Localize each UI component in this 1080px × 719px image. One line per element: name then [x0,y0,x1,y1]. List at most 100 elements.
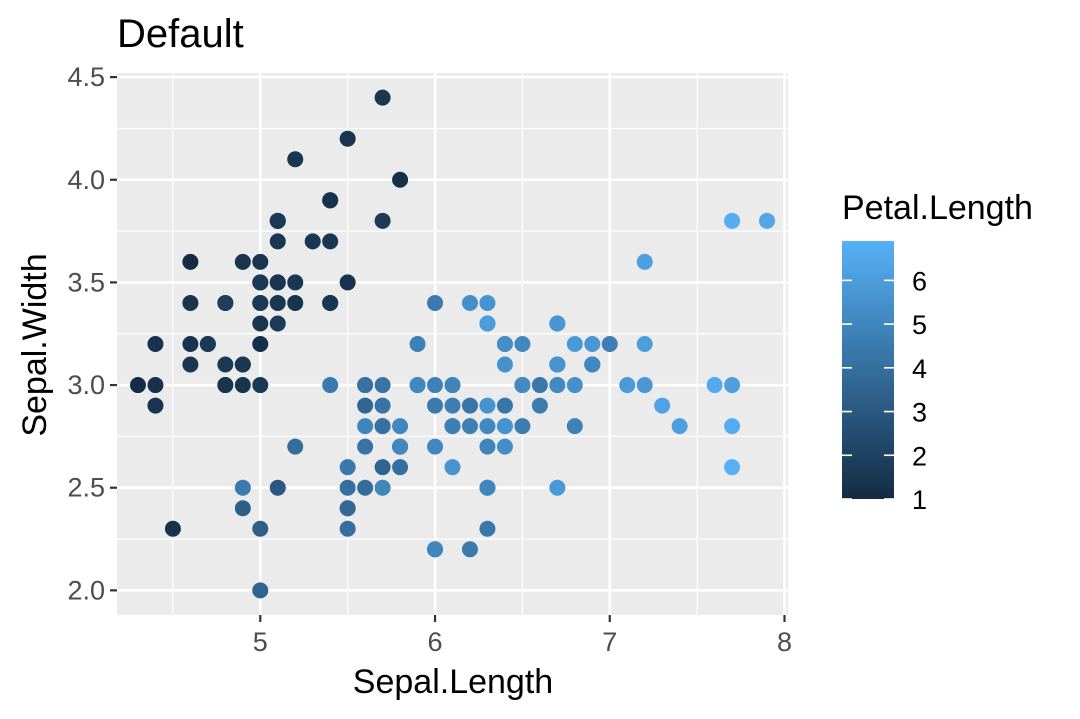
data-point [374,418,391,435]
data-point [496,336,513,352]
data-point [584,336,601,352]
data-point [444,418,461,435]
color-legend: Petal.Length 1 2 3 4 5 6 [842,189,1033,515]
data-point [182,356,199,373]
data-point [724,418,741,435]
data-point [724,377,741,394]
data-point [374,377,391,394]
data-point [357,377,374,394]
data-point [182,336,199,352]
data-point [234,479,251,496]
data-point [252,582,269,599]
data-point [392,459,409,476]
data-point [234,377,251,394]
x-axis-label: Sepal.Length [353,663,553,701]
data-point [479,418,496,435]
data-point [234,356,251,373]
x-tick-label: 8 [777,627,792,657]
data-point [636,336,653,352]
data-point [234,500,251,517]
data-point [199,336,216,352]
data-point [269,315,286,332]
y-tick-label: 4.0 [67,165,105,195]
y-tick-label: 2.0 [67,575,105,605]
data-point [531,397,548,414]
data-point [252,377,269,394]
data-point [217,377,234,394]
data-point [601,336,618,352]
data-point [619,377,636,394]
data-point [549,479,566,496]
data-point [566,336,583,352]
data-point [409,336,426,352]
data-point [269,233,286,250]
data-point [514,418,531,435]
colorbar-tick-label: 3 [912,398,927,428]
data-point [374,212,391,229]
data-point [496,397,513,414]
data-point [636,253,653,270]
data-point [427,397,444,414]
data-point [444,459,461,476]
data-point [339,520,356,537]
data-point [269,479,286,496]
data-point [461,541,478,558]
data-point [322,294,339,311]
data-point [549,315,566,332]
data-point [339,459,356,476]
data-point [724,212,741,229]
x-tick-label: 6 [428,627,443,657]
data-point [427,377,444,394]
data-point [706,377,723,394]
data-point [339,130,356,147]
colorbar-tick-label: 5 [912,310,927,340]
data-point [461,418,478,435]
data-point [479,294,496,311]
data-point [182,253,199,270]
data-point [444,397,461,414]
data-point [496,356,513,373]
data-point [461,397,478,414]
data-point [322,377,339,394]
data-point [374,479,391,496]
data-point [584,356,601,373]
y-axis-label: Sepal.Width [16,253,54,436]
data-point [252,336,269,352]
points-layer [129,89,776,599]
data-point [287,274,304,291]
data-point [129,377,146,394]
data-point [374,459,391,476]
data-point [269,212,286,229]
data-point [182,294,199,311]
data-point [252,294,269,311]
data-point [217,294,234,311]
data-point [496,418,513,435]
data-point [357,418,374,435]
data-point [357,397,374,414]
data-point [234,253,251,270]
data-point [479,315,496,332]
data-point [461,294,478,311]
data-point [427,294,444,311]
data-point [287,294,304,311]
data-point [392,438,409,455]
x-tick-label: 7 [602,627,617,657]
data-point [531,377,548,394]
data-point [322,233,339,250]
data-point [566,377,583,394]
data-point [479,397,496,414]
data-point [444,377,461,394]
data-point [427,438,444,455]
chart-title: Default [117,12,244,56]
data-point [374,89,391,106]
data-point [409,377,426,394]
data-point [269,294,286,311]
data-point [427,541,444,558]
data-point [759,212,776,229]
colorbar-tick-label: 2 [912,441,927,471]
data-point [147,377,164,394]
data-point [164,520,181,537]
data-point [549,356,566,373]
data-point [339,500,356,517]
